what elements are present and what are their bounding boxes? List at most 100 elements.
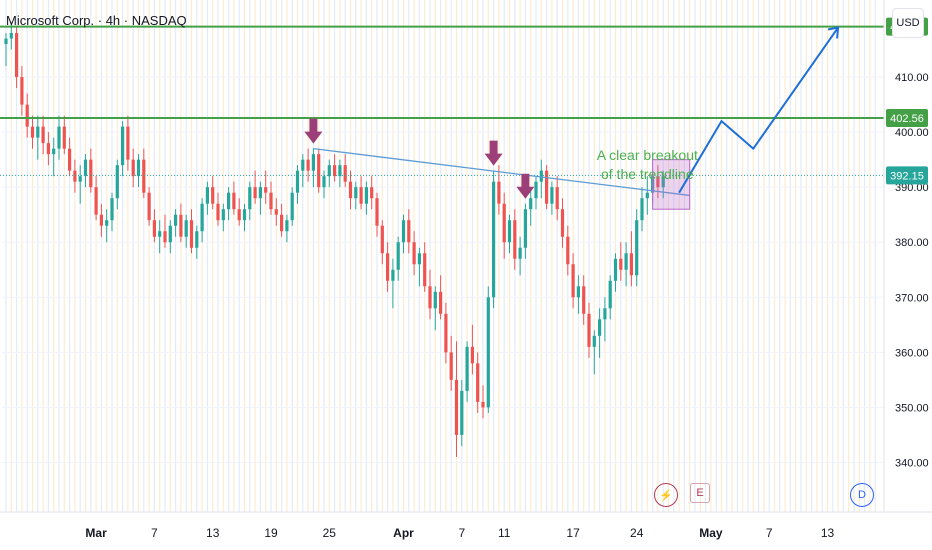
symbol-title[interactable]: Microsoft Corp. · 4h · NASDAQ bbox=[6, 13, 187, 28]
candle-body bbox=[290, 192, 294, 221]
candle-body bbox=[624, 253, 628, 270]
candle-body bbox=[136, 159, 141, 177]
candle-body bbox=[518, 247, 522, 259]
price-axis[interactable]: 340.00 350.00 360.00 370.00 380.00 390.00 400.… bbox=[883, 0, 932, 550]
candle-body bbox=[486, 297, 490, 408]
candle-body bbox=[99, 214, 103, 226]
candle-body bbox=[30, 126, 35, 138]
candle-body bbox=[571, 264, 575, 298]
currency-button[interactable]: USD bbox=[892, 8, 924, 38]
candle-body bbox=[57, 126, 61, 149]
candle-body bbox=[258, 187, 262, 199]
price-tick-label: 360.00 bbox=[895, 347, 929, 359]
candle-body bbox=[640, 198, 644, 221]
candle-body bbox=[295, 170, 300, 193]
time-tick-label: 13 bbox=[821, 526, 835, 540]
candle-body bbox=[454, 379, 459, 435]
candle-body bbox=[200, 203, 204, 232]
price-tick-label: 370.00 bbox=[895, 292, 929, 304]
price-label-tag[interactable] bbox=[886, 166, 928, 185]
time-axis-bg bbox=[0, 512, 932, 550]
candle-body bbox=[370, 187, 374, 199]
candle-body bbox=[529, 198, 533, 210]
candle-body bbox=[317, 154, 321, 188]
candle-body bbox=[343, 165, 347, 182]
candle-body bbox=[566, 236, 570, 265]
price-tick-label: 380.00 bbox=[895, 237, 929, 249]
candle-body bbox=[635, 220, 639, 276]
candle-body bbox=[110, 198, 114, 221]
candle-body bbox=[52, 148, 56, 155]
candle-body bbox=[428, 286, 432, 309]
candle-body bbox=[391, 269, 395, 281]
time-tick-label: 7 bbox=[458, 526, 465, 540]
candle-body bbox=[41, 126, 45, 144]
candle-body bbox=[142, 159, 146, 193]
candle-body bbox=[94, 187, 98, 215]
candle-body bbox=[179, 214, 183, 237]
drawing-layer: A clear breakout of the trendline bbox=[0, 25, 884, 210]
candle-body bbox=[444, 313, 448, 353]
candle-body bbox=[211, 187, 215, 204]
price-tick-label: 410.00 bbox=[895, 72, 929, 84]
symbol-exchange: NASDAQ bbox=[131, 13, 187, 28]
symbol-name: Microsoft Corp. bbox=[6, 13, 95, 28]
time-axis[interactable]: Mar 7 13 19 25 Apr 7 11 17 24 May 7 13 bbox=[0, 511, 932, 550]
candle-body bbox=[269, 192, 273, 210]
candle-body bbox=[327, 165, 331, 177]
candle-body bbox=[174, 214, 178, 226]
dividends-icon[interactable]: D bbox=[850, 483, 874, 507]
candle-body bbox=[333, 165, 337, 177]
candle-body bbox=[364, 187, 368, 204]
lightning-icon[interactable]: ⚡ bbox=[654, 483, 678, 507]
candle-body bbox=[36, 126, 40, 138]
candle-body bbox=[78, 176, 82, 182]
candle-body bbox=[73, 170, 77, 182]
candle-body bbox=[311, 154, 315, 171]
trendline[interactable] bbox=[313, 148, 690, 197]
candle-body bbox=[121, 126, 125, 166]
candle-body bbox=[423, 253, 427, 287]
candle-body bbox=[645, 192, 649, 199]
candle-body bbox=[401, 220, 406, 243]
candle-body bbox=[587, 313, 591, 347]
down-arrow-marker[interactable] bbox=[484, 140, 503, 166]
price-label-tag[interactable] bbox=[886, 109, 928, 128]
candle-body bbox=[502, 203, 506, 243]
time-tick-label: 17 bbox=[566, 526, 580, 540]
candle-body bbox=[560, 209, 565, 237]
down-arrow-marker[interactable] bbox=[516, 173, 535, 199]
time-tick-label: May bbox=[699, 526, 723, 540]
candle-body bbox=[306, 159, 310, 171]
candle-body bbox=[280, 214, 284, 232]
candle-body bbox=[248, 187, 252, 210]
candle-body bbox=[534, 181, 538, 199]
annotation-text[interactable]: A clear breakout bbox=[597, 147, 698, 163]
candle-body bbox=[523, 209, 527, 248]
candle-body bbox=[83, 159, 88, 177]
candle-body bbox=[105, 220, 109, 226]
projection-arrowhead bbox=[827, 26, 840, 39]
earnings-icon[interactable]: E bbox=[690, 483, 710, 503]
candle-body bbox=[348, 181, 353, 199]
candle-body bbox=[592, 335, 596, 347]
candle-body bbox=[386, 253, 390, 281]
candle-body bbox=[131, 159, 135, 177]
candle-body bbox=[661, 176, 665, 188]
price-tick-label: 390.00 bbox=[895, 182, 929, 194]
candle-body bbox=[375, 198, 379, 226]
time-tick-label: Apr bbox=[393, 526, 414, 540]
candle-body bbox=[126, 126, 130, 160]
candle-body bbox=[417, 253, 421, 265]
projection-path[interactable] bbox=[678, 26, 839, 194]
candle-body bbox=[15, 33, 19, 78]
time-tick-label: 25 bbox=[323, 526, 337, 540]
candle-body bbox=[582, 286, 586, 314]
candle-body bbox=[433, 291, 437, 309]
down-arrow-marker[interactable] bbox=[304, 118, 323, 144]
candle-body bbox=[507, 220, 512, 243]
candle-body bbox=[513, 220, 517, 259]
annotation-text[interactable]: of the trendline bbox=[601, 166, 694, 182]
